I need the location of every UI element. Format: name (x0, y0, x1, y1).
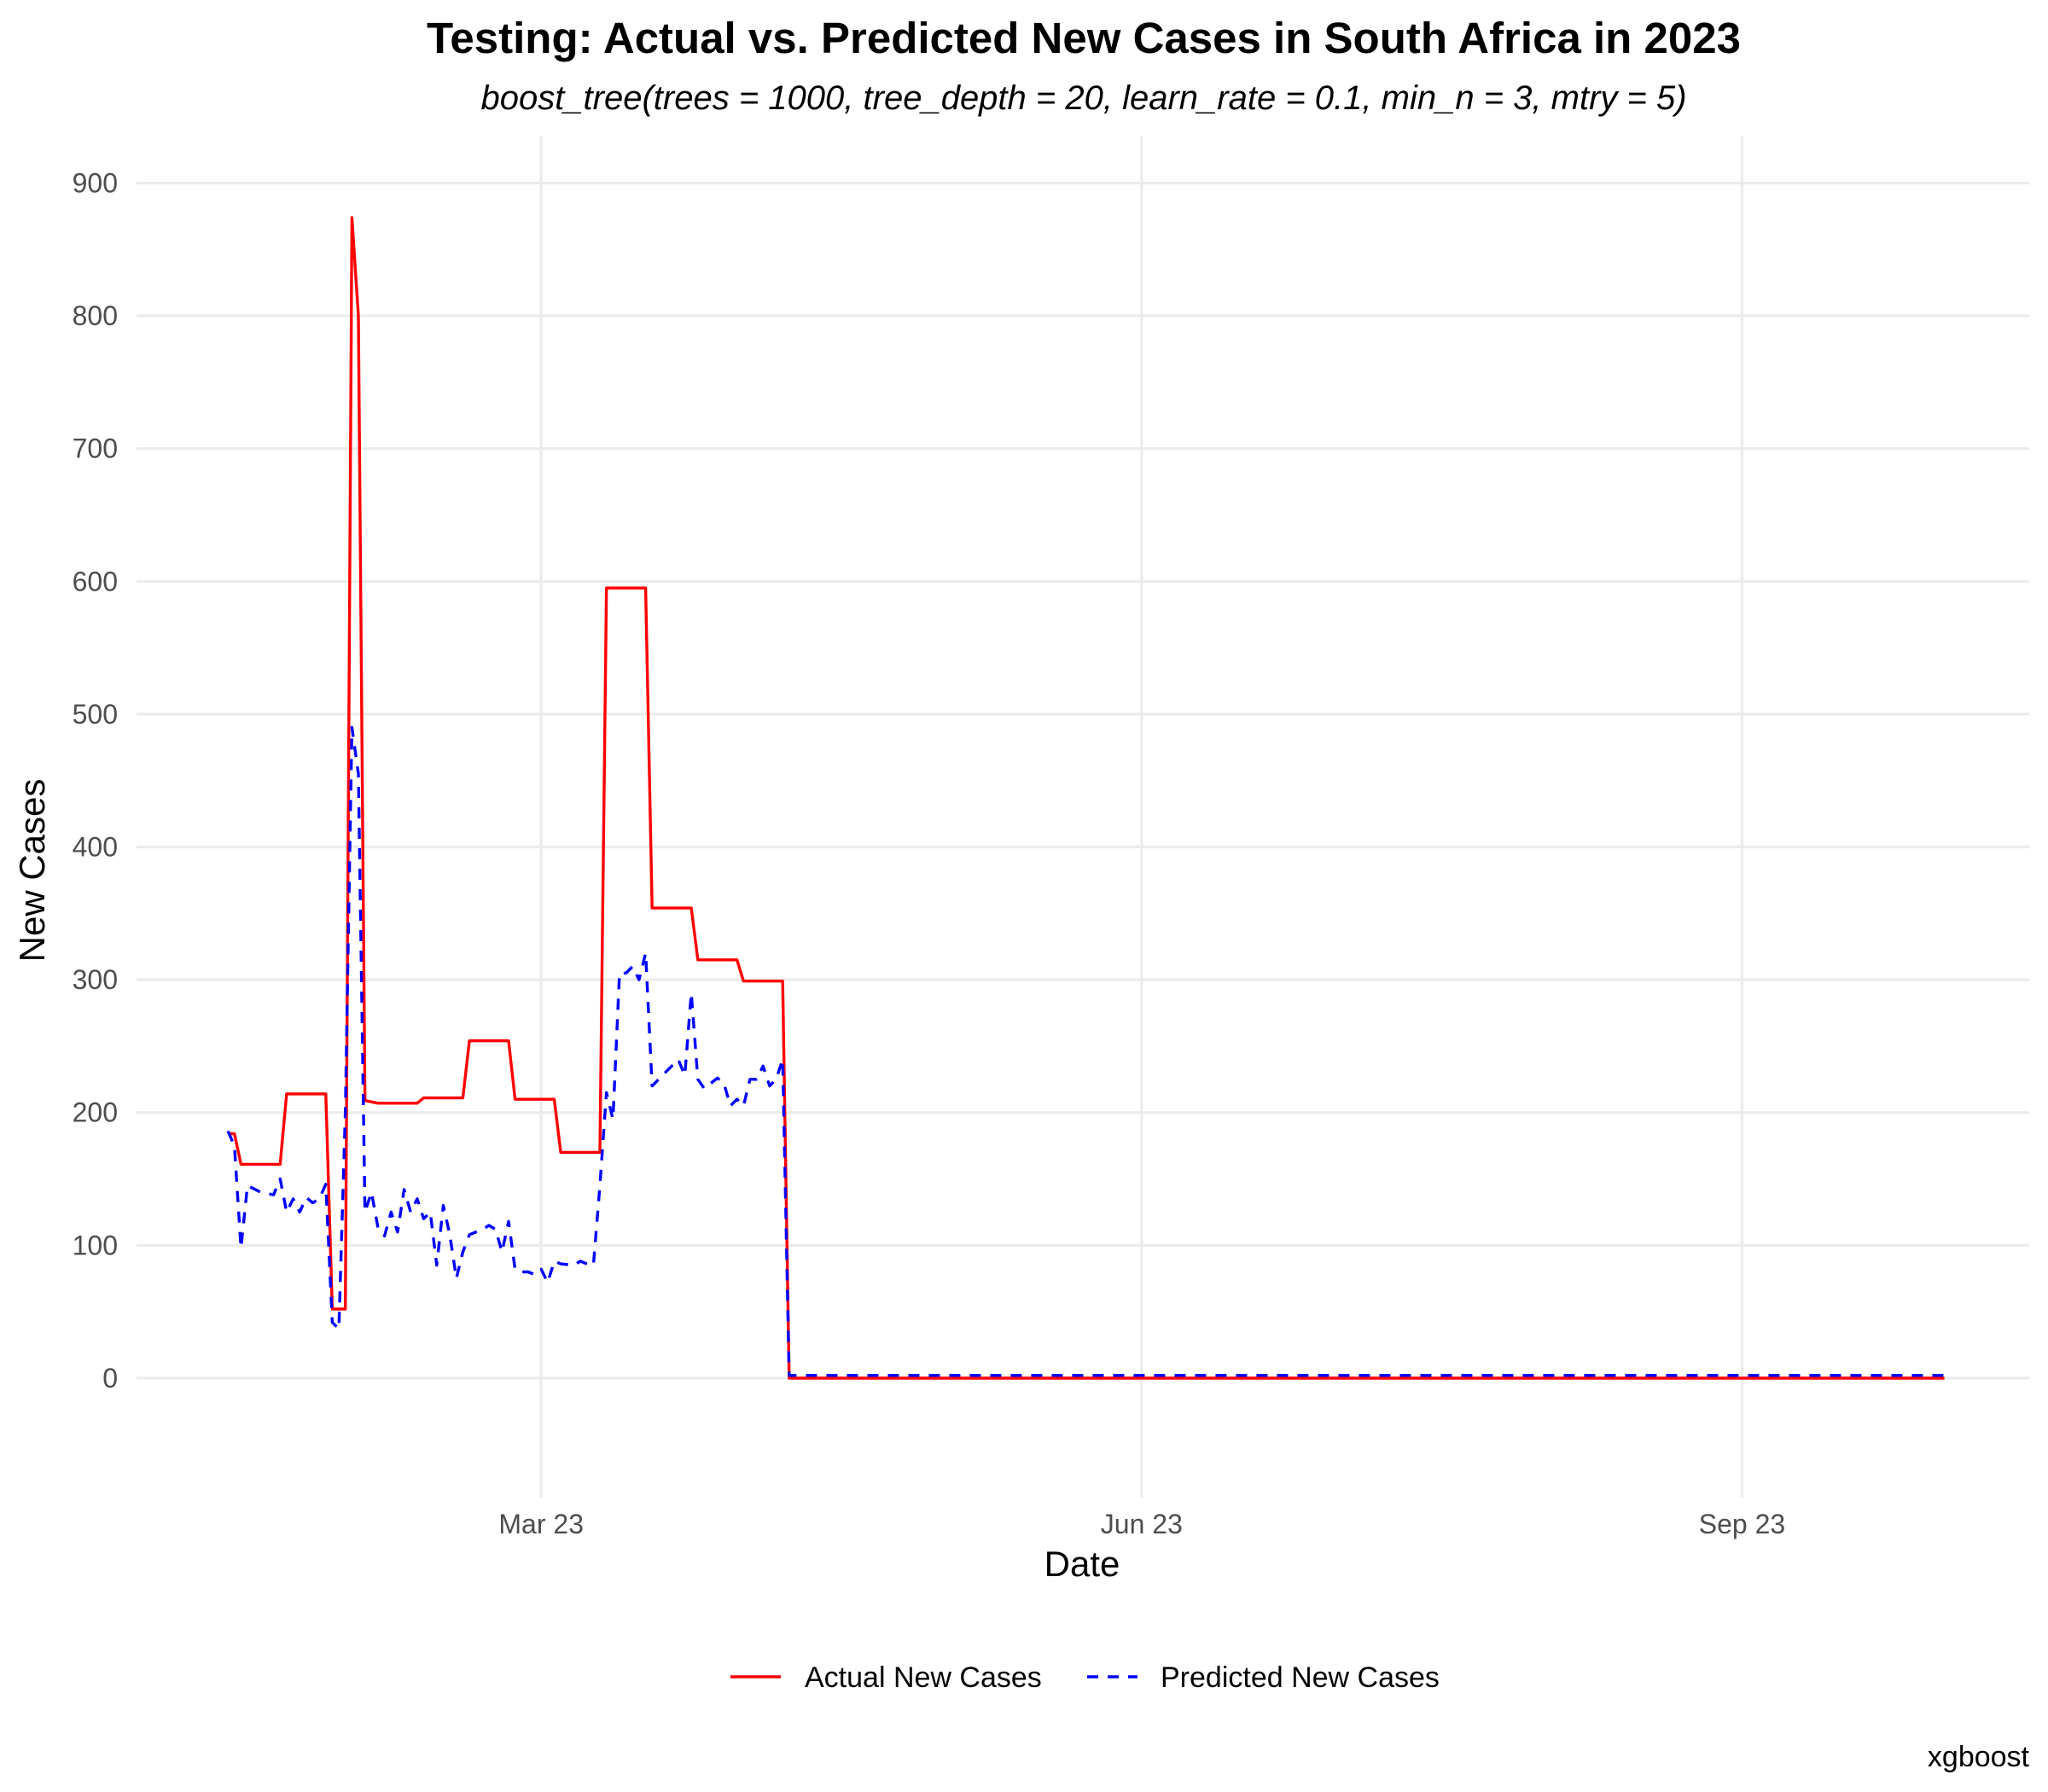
x-tick-label: Sep 23 (1699, 1509, 1785, 1539)
x-tick-label: Jun 23 (1101, 1509, 1183, 1539)
x-axis-title: Date (1044, 1544, 1120, 1584)
legend-label-actual: Actual New Cases (805, 1661, 1042, 1694)
y-tick-label: 100 (73, 1230, 118, 1260)
y-axis-title: New Cases (12, 779, 52, 963)
y-tick-label: 200 (73, 1097, 118, 1128)
chart-title: Testing: Actual vs. Predicted New Cases … (427, 14, 1741, 62)
y-tick-label: 900 (73, 167, 118, 198)
y-tick-label: 600 (73, 566, 118, 596)
y-tick-label: 800 (73, 300, 118, 331)
legend: Actual New Cases Predicted New Cases (730, 1661, 1440, 1694)
y-tick-label: 400 (73, 832, 118, 863)
chart-caption: xgboost (1928, 1741, 2030, 1773)
actual-series-line (228, 216, 1945, 1380)
y-tick-label: 500 (73, 699, 118, 730)
series-lines (226, 216, 1945, 1380)
y-tick-label: 700 (73, 433, 118, 464)
x-axis-ticks: Mar 23 Jun 23 Sep 23 (498, 1509, 1785, 1539)
predicted-series-line (226, 725, 1945, 1377)
y-tick-label: 300 (73, 964, 118, 995)
x-tick-label: Mar 23 (498, 1509, 584, 1539)
chart-subtitle: boost_tree(trees = 1000, tree_depth = 20… (480, 79, 1686, 117)
grid-lines (137, 137, 2029, 1498)
legend-label-predicted: Predicted New Cases (1161, 1661, 1440, 1694)
y-tick-label: 0 (102, 1363, 118, 1393)
y-axis-ticks: 0 100 200 300 400 500 600 700 800 900 (73, 167, 118, 1393)
